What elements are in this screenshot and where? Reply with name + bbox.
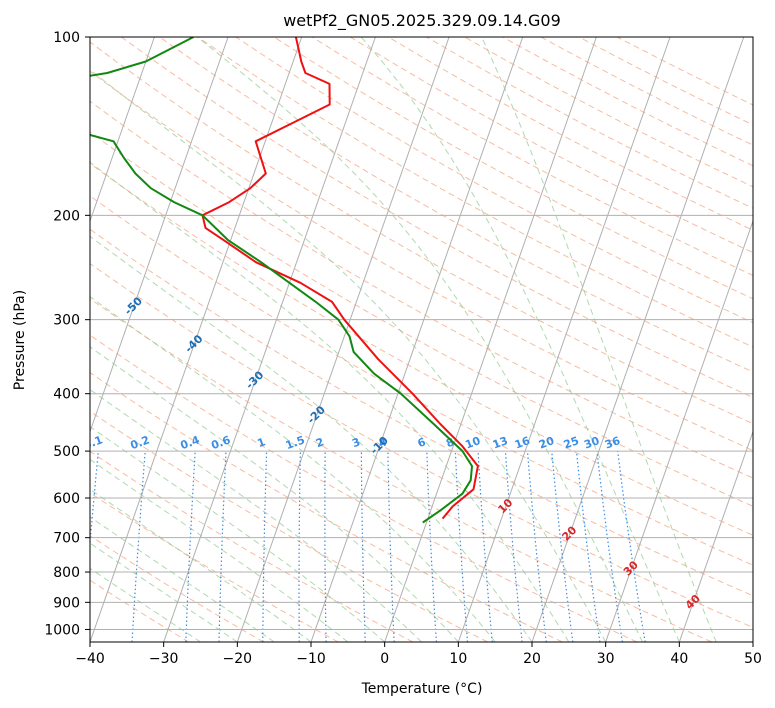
mixing-ratio-label: 1 xyxy=(256,435,268,450)
y-tick-label: 300 xyxy=(53,313,80,329)
moist-adiabat xyxy=(481,37,717,642)
dry-adiabat xyxy=(90,410,488,642)
y-tick-label: 600 xyxy=(53,491,80,507)
mixing-ratio-line xyxy=(575,451,601,642)
y-tick-label: 100 xyxy=(53,30,80,46)
isotherm-line xyxy=(678,430,753,642)
mixing-ratio-label: 30 xyxy=(582,434,601,452)
pressure-gridlines xyxy=(90,37,753,630)
y-tick-label: 400 xyxy=(53,387,80,403)
y-tick-label: 700 xyxy=(53,531,80,547)
mixing-ratio-line xyxy=(526,451,547,642)
dewpoint-profile-line xyxy=(90,37,473,524)
x-tick-label: −40 xyxy=(75,651,105,667)
dry-adiabats xyxy=(90,37,753,642)
dry-adiabat xyxy=(90,579,190,642)
moist-adiabat xyxy=(90,69,607,642)
isotherm-line xyxy=(384,37,597,642)
x-tick-label: 30 xyxy=(597,651,615,667)
dry-adiabat xyxy=(90,334,638,642)
moist-adiabat xyxy=(90,425,386,642)
mixing-ratio-label: 0.4 xyxy=(179,433,202,452)
moist-adiabat xyxy=(90,346,459,642)
moist-adiabat xyxy=(90,516,275,642)
isotherm-line xyxy=(236,37,450,642)
y-tick-label: 1000 xyxy=(44,622,80,638)
dry-adiabat xyxy=(90,195,753,566)
y-tick-label: 900 xyxy=(53,595,80,611)
isotherm-line xyxy=(90,37,155,223)
isotherms xyxy=(90,37,753,642)
y-tick-label: 200 xyxy=(53,208,80,224)
mixing-ratio-line xyxy=(551,451,574,642)
dry-adiabat xyxy=(90,100,753,479)
x-tick-label: 0 xyxy=(380,651,389,667)
moist-adiabat xyxy=(90,388,422,642)
y-axis: 100 200 300 400 500 600 700 800 900 1000 xyxy=(44,30,90,638)
dry-adiabat xyxy=(235,37,753,324)
mixing-ratio-line xyxy=(90,451,99,550)
dry-adiabat xyxy=(159,37,753,373)
mixing-ratio-label: 8 xyxy=(444,435,456,450)
dry-adiabat xyxy=(121,37,753,399)
mixing-ratio-line xyxy=(477,451,493,642)
isotherm-line xyxy=(90,37,303,642)
moist-adiabats xyxy=(90,37,717,642)
mixing-ratio-label: 25 xyxy=(562,434,581,451)
moist-adiabat xyxy=(196,37,643,642)
moist-adiabat xyxy=(90,235,533,642)
mixing-ratio-label: 6 xyxy=(416,435,428,450)
plot-frame xyxy=(89,36,754,643)
x-tick-label: 40 xyxy=(670,651,688,667)
dry-adiabat xyxy=(90,131,753,507)
moist-adiabat xyxy=(90,296,496,642)
dry-adiabat xyxy=(273,37,753,300)
isotherm-line xyxy=(605,219,753,642)
mixing-ratio-line xyxy=(596,451,623,642)
mixing-ratio-lines: 0.1 0.2 0.4 0.6 1 1.5 2 3 4 6 8 10 13 16 20 25 30 36 xyxy=(90,433,646,642)
x-axis-title: Temperature (°C) xyxy=(361,681,483,697)
mixing-ratio-label: 1.5 xyxy=(284,433,307,452)
isotherm-line xyxy=(457,37,671,642)
mixing-ratio-line xyxy=(617,451,646,642)
moist-adiabat xyxy=(90,161,570,642)
dry-adiabat xyxy=(90,535,264,642)
mixing-ratio-label: 16 xyxy=(513,434,532,452)
x-tick-label: 20 xyxy=(523,651,541,667)
x-tick-label: 10 xyxy=(449,651,467,667)
moist-adiabat xyxy=(90,542,238,642)
moist-adiabat xyxy=(360,37,680,642)
x-axis: −40 −30 −20 −10 0 10 20 30 40 50 xyxy=(75,642,762,667)
chart-title: wetPf2_GN05.2025.329.09.14.G09 xyxy=(283,11,561,31)
mixing-ratio-label: 20 xyxy=(537,434,556,452)
mixing-ratio-label: 2 xyxy=(314,435,326,450)
dry-adiabat xyxy=(90,228,753,597)
isotherm-line xyxy=(163,37,376,642)
mixing-ratio-label: 0.6 xyxy=(209,433,232,452)
temperature-profile-line xyxy=(201,37,479,520)
dry-adiabat xyxy=(90,263,753,629)
x-tick-label: −30 xyxy=(149,651,179,667)
x-tick-label: 50 xyxy=(744,651,762,667)
mixing-ratio-label: 10 xyxy=(463,434,482,452)
y-tick-label: 500 xyxy=(53,444,80,460)
x-tick-label: −20 xyxy=(223,651,253,667)
mixing-ratio-label: 0.2 xyxy=(129,433,152,452)
mixing-ratio-label: 3 xyxy=(350,435,362,450)
mixing-ratio-label: 13 xyxy=(491,434,510,451)
mixing-ratio-label: 36 xyxy=(603,434,622,452)
isotherm-line xyxy=(531,37,745,642)
profiles xyxy=(90,37,479,524)
dry-adiabat xyxy=(90,298,712,642)
mixing-ratio-label: 4 xyxy=(377,435,389,450)
x-tick-label: −10 xyxy=(296,651,326,667)
dry-adiabat xyxy=(90,162,753,536)
isotherm-line xyxy=(90,37,229,434)
y-axis-title: Pressure (hPa) xyxy=(12,290,28,390)
mixing-ratio-line xyxy=(504,451,523,642)
y-tick-label: 800 xyxy=(53,565,80,581)
isotherm-line xyxy=(310,37,524,642)
dry-adiabat xyxy=(90,372,563,642)
